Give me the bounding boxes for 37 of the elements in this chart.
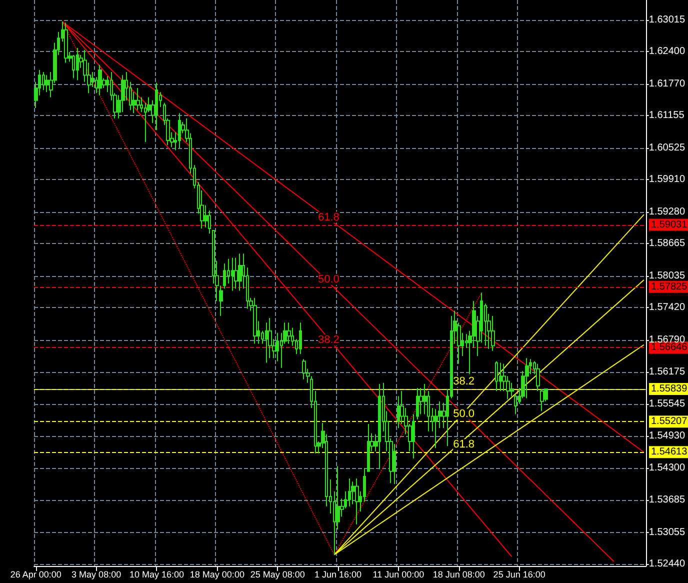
y-tick-label: 1.58665	[648, 238, 686, 250]
annotation: 61.8	[318, 211, 340, 224]
y-tick-label: 1.53055	[648, 526, 686, 538]
annotation: 38.2	[453, 376, 475, 388]
x-tick-label: 3 May 08:00	[72, 570, 122, 580]
annotation: 50.0	[453, 408, 475, 420]
y-tick-label: 1.61155	[648, 110, 685, 122]
x-tick-label: 18 May 00:00	[190, 570, 244, 580]
annotation: 50.0	[318, 273, 340, 286]
y-tick-label: 1.58035	[648, 270, 686, 282]
x-tick-label: 18 Jun 08:00	[432, 570, 485, 580]
y-tick-label: 1.54930	[648, 430, 686, 442]
y-tick-label: 1.59280	[648, 206, 686, 218]
ref-line-label: 1.57825	[651, 281, 688, 292]
x-tick-label: 10 May 16:00	[129, 570, 184, 580]
y-tick-label: 1.52440	[648, 558, 686, 570]
ref-line-label: 1.55839	[651, 384, 688, 395]
annotation: 61.8	[453, 438, 475, 451]
ref-line-label: 1.54613	[651, 446, 688, 458]
y-tick-label: 1.53685	[648, 494, 686, 506]
x-tick-label: 25 May 08:00	[250, 570, 305, 580]
y-tick-label: 1.61770	[648, 78, 686, 90]
y-tick-label: 1.57420	[648, 302, 686, 314]
y-tick-label: 1.56175	[648, 366, 686, 378]
annotation: 38.2	[318, 334, 340, 346]
ref-line-label: 1.59031	[651, 219, 688, 230]
y-tick-label: 1.63015	[648, 14, 686, 26]
ref-line-label: 1.55207	[651, 416, 688, 428]
y-tick-label: 1.59910	[648, 174, 686, 186]
x-tick-label: 11 Jun 00:00	[372, 570, 424, 580]
y-tick-label: 1.55545	[648, 398, 686, 410]
y-tick-label: 1.60525	[648, 142, 686, 154]
x-tick-label: 1 Jun 16:00	[314, 570, 362, 580]
x-tick-label: 26 Apr 00:00	[10, 570, 62, 580]
x-tick-label: 25 Jun 16:00	[493, 570, 546, 580]
y-tick-label: 1.54300	[648, 462, 686, 474]
y-tick-label: 1.62400	[648, 46, 686, 57]
